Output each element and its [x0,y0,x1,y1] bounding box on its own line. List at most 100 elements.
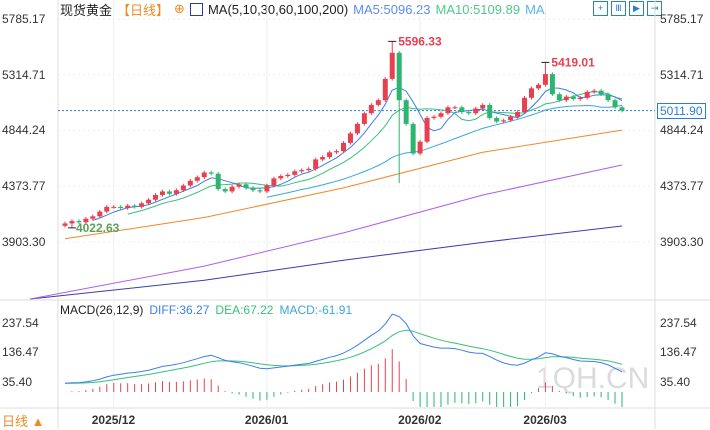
candle-down [556,94,562,101]
period-label[interactable]: 【日线】 [117,2,170,18]
candle-up [584,91,590,98]
ma5-value: MA5:5096.23 [353,1,431,17]
candle-down [459,107,465,113]
ma200-line [30,225,623,300]
ma-label[interactable]: MA(5,10,30,60,100,200) [207,1,349,17]
candle-up [417,141,423,154]
candle-down [598,90,604,95]
candle-up [473,108,479,114]
macd-tick-right: 136.47 [660,345,697,360]
candle-up [90,216,96,219]
candle-up [153,194,159,200]
candle-up [104,206,110,212]
candle-down [619,107,625,111]
candle-up [341,142,346,152]
candle-up [522,97,528,113]
price-tick-right: 3903.30 [660,235,704,249]
candle-up [334,151,340,153]
candle-up [187,180,193,186]
ma10-value: MA10:5109.89 [435,1,521,17]
candle-down [570,96,576,100]
candle-up [285,174,291,177]
candle-up [501,120,507,122]
dea-value: DEA:67.22 [215,303,274,317]
candle-up [389,52,395,79]
candle-up [146,199,152,204]
diff-value: DIFF:36.27 [149,303,210,317]
candle-up [382,78,388,101]
high2-label: 5419.01 [551,55,595,69]
candle-up [229,186,235,192]
price-tick-right: 4844.24 [660,123,704,138]
macd-tick-left: 35.40 [2,374,33,389]
ma30-line [266,104,623,198]
candle-up [320,157,326,160]
price-tick-left: 4844.24 [2,123,46,138]
candle-up [125,205,131,209]
settings-icon[interactable]: ⊕ [174,1,185,16]
candle-up [299,170,305,172]
candle-down [410,123,416,154]
candle-up [424,117,430,142]
candle-up [591,90,597,92]
candle-up [368,104,374,114]
candle-up [97,211,103,217]
price-tick-left: 3903.30 [2,235,46,249]
candle-up [438,113,444,117]
indicator-icon[interactable] [189,2,203,16]
candle-down [166,191,172,194]
candle-up [236,184,242,187]
candle-down [132,205,138,207]
price-tick-right: 4373.77 [660,179,704,194]
ma100-line [30,164,623,300]
macd-header: MACD(26,12,9) DIFF:36.27 DEA:67.22 MACD:… [60,303,352,317]
ma60-line [64,129,623,240]
candle-up [535,84,541,89]
price-tick-right: 5785.17 [660,12,704,26]
candle-up [445,107,451,114]
candle-up [452,107,458,109]
candle-up [139,203,145,207]
candle-up [159,191,165,195]
ma5-line [92,86,623,221]
candle-up [563,96,569,101]
candle-up [201,172,207,178]
last-price-label: 5011.90 [657,102,706,119]
candle-up [313,159,319,169]
candle-down [612,100,618,108]
candle-up [111,206,117,208]
range-icon[interactable]: Ⅲ [611,1,626,16]
candle-down [396,52,402,101]
candle-down [487,104,493,118]
candle-up [271,178,277,186]
candle-up [62,223,68,226]
candle-down [494,117,500,122]
candle-down [466,112,472,114]
candle-up [194,177,200,181]
macd-tick-right: 35.40 [660,374,691,389]
chart-header: 现货黄金 【日线】 ⊕ MA(5,10,30,60,100,200) MA5:5… [60,1,545,18]
period-toggle[interactable]: 日线 ▲ [2,414,45,429]
candle-up [542,74,548,85]
high-label: 5596.33 [398,34,442,48]
candle-down [257,190,263,192]
candle-down [403,100,409,124]
candle-up [278,176,284,179]
crosshair-icon[interactable]: + [593,1,608,16]
candle-up [264,185,270,192]
candle-up [375,100,381,105]
price-tick-left: 4373.77 [2,179,46,194]
macd-value: MACD:-61.91 [279,303,353,317]
ma10-line [127,91,623,215]
ma-more: MA [525,1,545,17]
date-tick: 2026/01 [244,413,289,427]
candle-down [208,172,214,174]
play-icon[interactable]: ▶ [629,1,644,16]
candle-down [243,184,249,188]
macd-label: MACD(26,12,9) [60,303,144,317]
low-label: 4022.63 [76,221,120,235]
candle-up [173,190,179,194]
candle-up [306,168,312,171]
watermark: 1QH.CN [536,362,650,395]
